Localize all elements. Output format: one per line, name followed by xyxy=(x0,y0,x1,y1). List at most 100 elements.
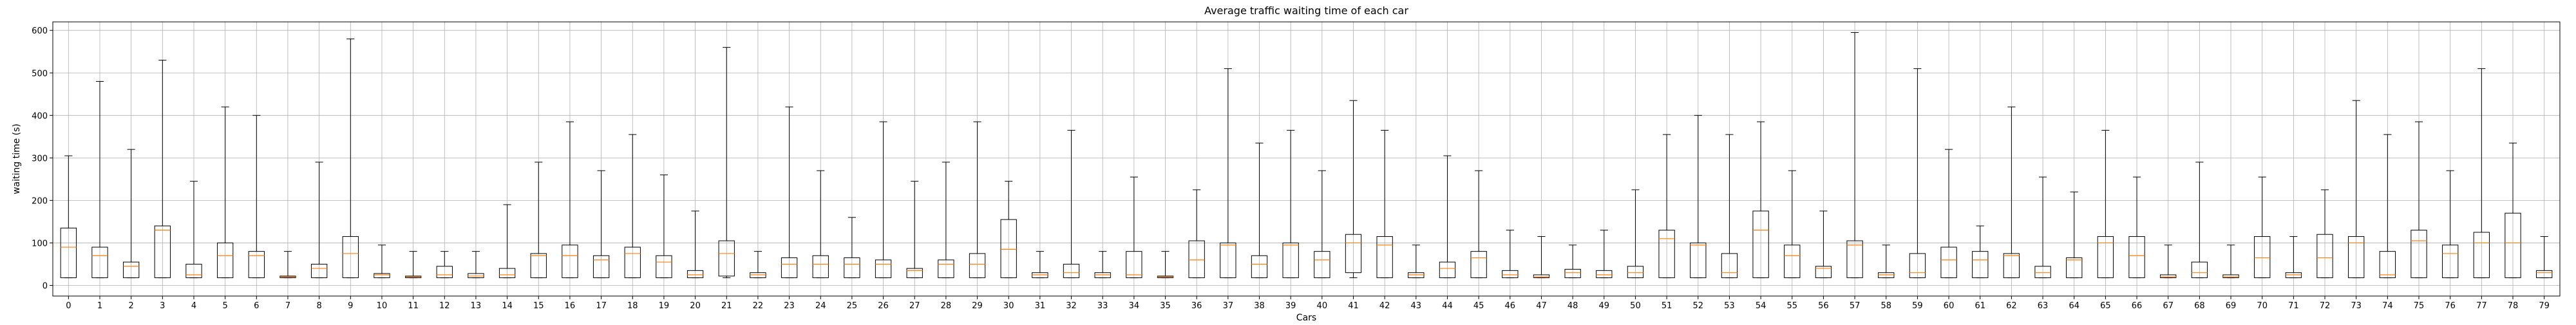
x-tick-label: 9 xyxy=(348,301,353,311)
x-tick-label: 48 xyxy=(1567,301,1578,311)
x-tick-label: 66 xyxy=(2132,301,2143,311)
x-tick-label: 49 xyxy=(1599,301,1610,311)
box-car-24 xyxy=(812,170,829,279)
box-body xyxy=(687,270,704,279)
box-body xyxy=(1815,266,1832,279)
y-tick-label: 200 xyxy=(32,196,48,206)
box-car-76 xyxy=(2442,170,2459,279)
box-body xyxy=(374,273,390,279)
box-body xyxy=(1032,272,1048,279)
box-car-79 xyxy=(2536,236,2553,279)
box-body xyxy=(624,246,641,279)
box-car-61 xyxy=(1972,225,1989,279)
x-tick-label: 14 xyxy=(502,301,513,311)
x-tick-label: 65 xyxy=(2100,301,2111,311)
box-car-44 xyxy=(1439,155,1456,279)
y-tick-label: 0 xyxy=(43,281,48,291)
box-car-70 xyxy=(2254,176,2271,279)
box-car-47 xyxy=(1533,236,1550,279)
box-car-43 xyxy=(1408,245,1425,279)
box-car-58 xyxy=(1878,245,1895,279)
box-body xyxy=(2003,253,2020,279)
box-car-72 xyxy=(2316,189,2333,279)
x-tick-label: 24 xyxy=(815,301,826,311)
box-body xyxy=(812,255,829,279)
box-body xyxy=(969,253,986,279)
box-body xyxy=(750,272,766,279)
x-tick-label: 34 xyxy=(1129,301,1140,311)
box-car-53 xyxy=(1721,134,1738,279)
box-car-14 xyxy=(498,204,516,279)
box-body xyxy=(1846,240,1863,279)
x-tick-label: 1 xyxy=(97,301,102,311)
x-tick-label: 36 xyxy=(1191,301,1202,311)
box-body xyxy=(1408,272,1425,279)
box-body xyxy=(91,246,108,279)
x-tick-label: 26 xyxy=(878,301,889,311)
x-tick-label: 12 xyxy=(439,301,450,311)
x-tick-label: 8 xyxy=(316,301,321,311)
box-body xyxy=(1502,270,1519,279)
box-car-45 xyxy=(1470,170,1487,279)
box-body xyxy=(122,261,140,279)
x-tick-label: 60 xyxy=(1944,301,1955,311)
x-tick-label: 54 xyxy=(1756,301,1766,311)
x-tick-label: 22 xyxy=(753,301,764,311)
box-car-77 xyxy=(2473,68,2490,279)
x-tick-label: 68 xyxy=(2194,301,2205,311)
x-tick-label: 45 xyxy=(1473,301,1484,311)
x-tick-label: 17 xyxy=(596,301,607,311)
box-car-35 xyxy=(1157,251,1174,279)
box-car-55 xyxy=(1784,170,1801,279)
box-car-29 xyxy=(969,121,986,279)
box-body xyxy=(938,259,954,279)
x-tick-label: 20 xyxy=(690,301,701,311)
x-tick-label: 0 xyxy=(66,301,71,311)
box-body xyxy=(2473,232,2490,279)
box-body xyxy=(342,236,359,279)
box-series xyxy=(60,32,2553,279)
box-car-4 xyxy=(185,181,202,279)
box-car-51 xyxy=(1658,134,1675,279)
box-body xyxy=(2505,212,2521,279)
box-car-65 xyxy=(2097,129,2114,279)
x-tick-label: 74 xyxy=(2382,301,2393,311)
box-body xyxy=(1376,236,1393,279)
box-body xyxy=(310,263,328,279)
x-tick-label: 53 xyxy=(1724,301,1735,311)
x-tick-label: 76 xyxy=(2445,301,2456,311)
y-tick-label: 300 xyxy=(32,154,48,163)
box-car-19 xyxy=(656,174,672,279)
x-tick-label: 43 xyxy=(1411,301,1422,311)
x-tick-label: 71 xyxy=(2288,301,2299,311)
box-body xyxy=(468,273,484,279)
box-car-40 xyxy=(1314,170,1331,279)
box-car-36 xyxy=(1188,189,1205,279)
x-tick-label: 35 xyxy=(1160,301,1171,311)
x-tick-label: 64 xyxy=(2069,301,2079,311)
box-body xyxy=(781,257,798,279)
box-body xyxy=(2348,236,2365,279)
x-tick-label: 46 xyxy=(1505,301,1516,311)
box-body xyxy=(1909,253,1926,279)
box-car-32 xyxy=(1063,129,1080,279)
x-tick-label: 39 xyxy=(1285,301,1296,311)
box-car-9 xyxy=(342,38,359,279)
box-car-8 xyxy=(310,162,328,279)
x-tick-label: 32 xyxy=(1066,301,1077,311)
box-body xyxy=(1784,245,1801,279)
box-body xyxy=(1439,261,1456,279)
x-tick-label: 63 xyxy=(2038,301,2049,311)
x-tick-label: 77 xyxy=(2476,301,2487,311)
box-body xyxy=(1470,251,1487,279)
box-body xyxy=(1940,246,1957,279)
box-car-56 xyxy=(1815,210,1832,279)
x-tick-label: 38 xyxy=(1254,301,1265,311)
box-car-26 xyxy=(875,121,892,279)
box-car-71 xyxy=(2285,236,2302,279)
x-tick-label: 47 xyxy=(1536,301,1547,311)
box-body xyxy=(1345,234,1362,274)
box-body xyxy=(1972,251,1989,279)
x-tick-label: 18 xyxy=(627,301,638,311)
